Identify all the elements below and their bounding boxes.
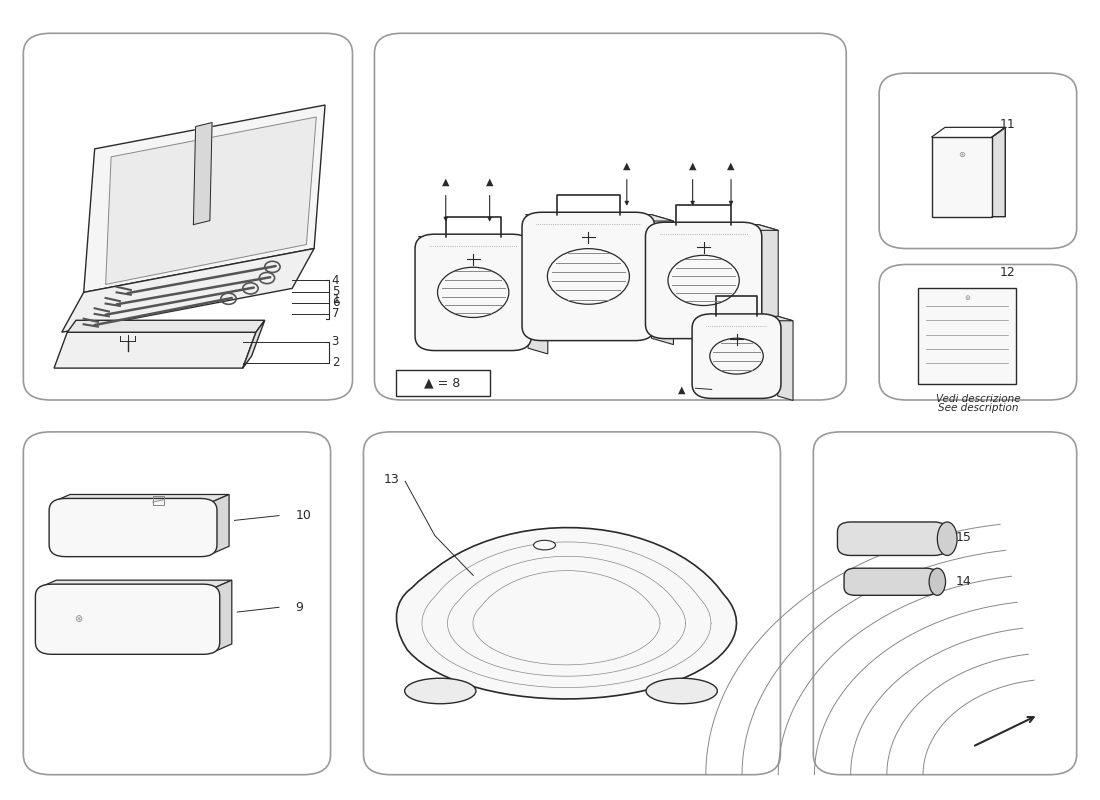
Ellipse shape bbox=[937, 522, 957, 555]
Text: 10: 10 bbox=[296, 509, 311, 522]
Ellipse shape bbox=[534, 540, 556, 550]
Polygon shape bbox=[418, 237, 548, 242]
Polygon shape bbox=[194, 122, 212, 225]
Text: ▲: ▲ bbox=[442, 176, 450, 186]
Polygon shape bbox=[528, 237, 548, 354]
Polygon shape bbox=[212, 494, 229, 554]
Text: ⊛: ⊛ bbox=[958, 150, 966, 159]
Text: 5: 5 bbox=[332, 285, 339, 298]
FancyBboxPatch shape bbox=[879, 265, 1077, 400]
Polygon shape bbox=[243, 320, 265, 368]
Text: eurospares: eurospares bbox=[510, 598, 634, 617]
Polygon shape bbox=[759, 225, 778, 342]
Polygon shape bbox=[54, 494, 229, 502]
Polygon shape bbox=[216, 580, 232, 651]
Ellipse shape bbox=[438, 267, 509, 318]
FancyBboxPatch shape bbox=[415, 234, 531, 350]
Text: ⊛: ⊛ bbox=[74, 614, 82, 624]
FancyBboxPatch shape bbox=[50, 498, 217, 557]
Text: See description: See description bbox=[937, 403, 1019, 413]
Ellipse shape bbox=[646, 678, 717, 704]
Text: Vedi descrizione: Vedi descrizione bbox=[936, 394, 1020, 405]
FancyBboxPatch shape bbox=[844, 568, 937, 595]
Text: ▲: ▲ bbox=[623, 160, 630, 170]
Text: ▲: ▲ bbox=[689, 160, 696, 170]
Polygon shape bbox=[62, 249, 315, 332]
Polygon shape bbox=[396, 528, 737, 699]
Text: 13: 13 bbox=[383, 474, 399, 486]
Text: 15: 15 bbox=[956, 530, 971, 544]
Text: 4: 4 bbox=[332, 274, 339, 287]
Text: ▲: ▲ bbox=[727, 160, 735, 170]
FancyBboxPatch shape bbox=[35, 584, 220, 654]
Ellipse shape bbox=[548, 249, 629, 304]
Text: ▲ = 8: ▲ = 8 bbox=[425, 377, 461, 390]
Text: 14: 14 bbox=[956, 575, 971, 588]
FancyBboxPatch shape bbox=[522, 212, 654, 341]
FancyBboxPatch shape bbox=[23, 432, 331, 774]
Text: ▲: ▲ bbox=[486, 176, 494, 186]
Text: 1: 1 bbox=[332, 293, 340, 306]
Polygon shape bbox=[40, 580, 232, 587]
FancyBboxPatch shape bbox=[813, 432, 1077, 774]
FancyBboxPatch shape bbox=[363, 432, 780, 774]
Ellipse shape bbox=[668, 255, 739, 306]
FancyBboxPatch shape bbox=[646, 222, 762, 338]
Ellipse shape bbox=[930, 568, 946, 595]
Polygon shape bbox=[778, 316, 793, 401]
Text: eurospares: eurospares bbox=[543, 207, 667, 226]
Text: 9: 9 bbox=[296, 601, 304, 614]
Polygon shape bbox=[649, 225, 778, 230]
Text: eurospares: eurospares bbox=[883, 598, 1006, 617]
Polygon shape bbox=[106, 117, 317, 285]
Polygon shape bbox=[992, 127, 1005, 217]
Polygon shape bbox=[54, 332, 256, 368]
Text: eurospares: eurospares bbox=[126, 207, 250, 226]
Text: 7: 7 bbox=[332, 307, 339, 321]
Polygon shape bbox=[526, 214, 673, 221]
FancyBboxPatch shape bbox=[396, 370, 490, 396]
Ellipse shape bbox=[405, 678, 476, 704]
Text: 12: 12 bbox=[1000, 266, 1015, 279]
FancyBboxPatch shape bbox=[837, 522, 947, 555]
FancyBboxPatch shape bbox=[374, 34, 846, 400]
FancyBboxPatch shape bbox=[879, 73, 1077, 249]
Text: 11: 11 bbox=[1000, 118, 1015, 131]
Text: eurospares: eurospares bbox=[126, 598, 250, 617]
FancyBboxPatch shape bbox=[23, 34, 352, 400]
Text: 6: 6 bbox=[332, 296, 339, 310]
Polygon shape bbox=[651, 214, 673, 345]
Ellipse shape bbox=[710, 338, 763, 374]
FancyBboxPatch shape bbox=[692, 314, 781, 398]
Polygon shape bbox=[695, 316, 793, 321]
Text: 2: 2 bbox=[332, 356, 339, 369]
FancyBboxPatch shape bbox=[917, 288, 1016, 384]
Polygon shape bbox=[84, 105, 326, 292]
Polygon shape bbox=[67, 320, 265, 332]
Text: ▲: ▲ bbox=[678, 385, 685, 394]
FancyBboxPatch shape bbox=[932, 137, 992, 217]
Text: ⊛: ⊛ bbox=[964, 295, 970, 301]
Text: 3: 3 bbox=[332, 335, 339, 348]
